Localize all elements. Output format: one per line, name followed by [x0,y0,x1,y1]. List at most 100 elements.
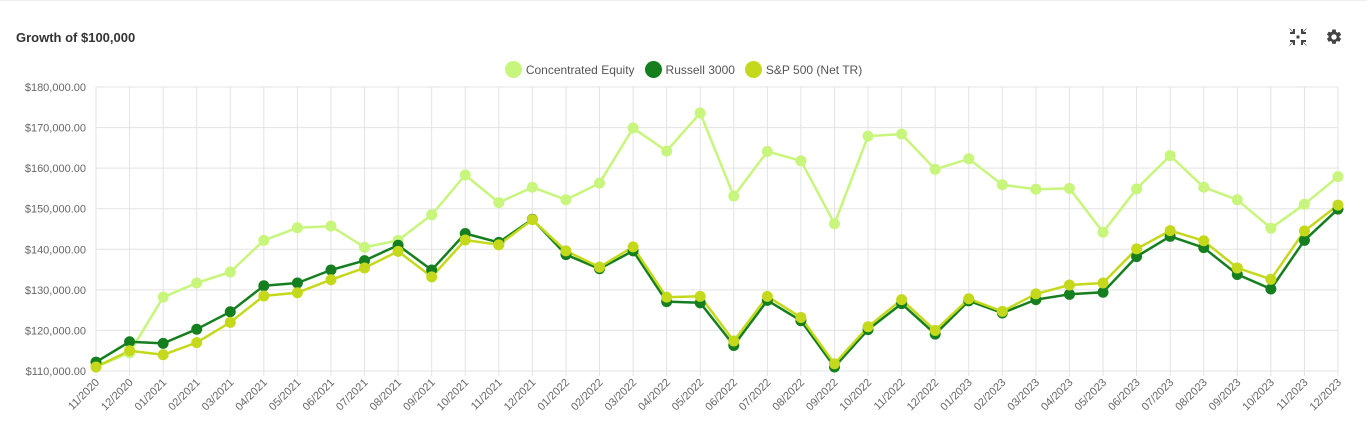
data-point[interactable] [594,177,606,189]
legend-swatch [504,61,522,78]
data-point[interactable] [1298,234,1310,246]
data-point[interactable] [258,280,270,292]
data-point[interactable] [224,266,236,278]
data-point[interactable] [627,241,639,253]
data-point[interactable] [828,218,840,230]
data-point[interactable] [795,311,807,323]
data-point[interactable] [661,291,673,303]
legend-item-sp500[interactable]: S&P 500 (Net TR) [744,61,862,78]
data-point[interactable] [1030,288,1042,300]
data-point[interactable] [493,239,505,251]
data-point[interactable] [996,305,1008,317]
data-point[interactable] [291,222,303,234]
data-point[interactable] [124,336,136,348]
data-point[interactable] [191,337,203,349]
data-point[interactable] [191,277,203,289]
data-point[interactable] [1164,150,1176,162]
x-tick-label: 12/2022 [905,377,942,414]
data-point[interactable] [761,290,773,302]
data-point[interactable] [426,209,438,221]
x-tick-label: 09/2021 [401,377,438,414]
data-point[interactable] [426,271,438,283]
data-point[interactable] [1332,199,1344,211]
data-point[interactable] [896,294,908,306]
data-point[interactable] [996,179,1008,191]
gear-icon[interactable] [1325,28,1343,46]
data-point[interactable] [1131,251,1143,263]
data-point[interactable] [1131,243,1143,255]
legend-item-russell-3000[interactable]: Russell 3000 [644,61,735,78]
data-point[interactable] [124,345,136,357]
data-point[interactable] [1265,222,1277,234]
data-point[interactable] [1097,286,1109,298]
data-point[interactable] [795,155,807,167]
data-point[interactable] [1231,194,1243,206]
data-point[interactable] [493,197,505,209]
data-point[interactable] [157,349,169,361]
data-point[interactable] [1063,279,1075,291]
data-point[interactable] [526,214,538,226]
data-point[interactable] [627,122,639,134]
data-point[interactable] [1097,226,1109,238]
data-point[interactable] [1231,262,1243,274]
data-point[interactable] [1097,277,1109,289]
data-point[interactable] [1198,181,1210,193]
data-point[interactable] [325,220,337,232]
x-tick-label: 07/2021 [334,377,371,414]
x-tick-label: 07/2022 [737,377,774,414]
data-point[interactable] [661,145,673,157]
data-point[interactable] [325,264,337,276]
data-point[interactable] [325,274,337,286]
data-point[interactable] [594,261,606,273]
data-point[interactable] [291,277,303,289]
data-point[interactable] [963,293,975,305]
data-point[interactable] [1298,198,1310,210]
data-point[interactable] [191,323,203,335]
chart-title: Growth of $100,000 [16,30,136,45]
data-point[interactable] [929,163,941,175]
collapse-icon[interactable] [1289,28,1307,46]
data-point[interactable] [224,306,236,318]
data-point[interactable] [1265,283,1277,295]
data-point[interactable] [728,335,740,347]
data-point[interactable] [862,321,874,333]
data-point[interactable] [392,245,404,257]
data-point[interactable] [1063,182,1075,194]
data-point[interactable] [224,316,236,328]
data-point[interactable] [258,234,270,246]
data-point[interactable] [258,290,270,302]
x-tick-label: 02/2021 [166,377,203,414]
data-point[interactable] [929,324,941,336]
data-point[interactable] [459,234,471,246]
data-point[interactable] [728,190,740,202]
data-point[interactable] [828,358,840,370]
data-point[interactable] [1198,235,1210,247]
data-point[interactable] [963,153,975,165]
data-point[interactable] [1030,183,1042,195]
data-point[interactable] [560,245,572,257]
legend-item-concentrated-equity[interactable]: Concentrated Equity [504,61,635,78]
data-point[interactable] [1131,183,1143,195]
data-point[interactable] [359,241,371,253]
data-point[interactable] [90,361,102,373]
data-point[interactable] [560,194,572,206]
data-point[interactable] [1265,273,1277,285]
x-tick-label: 12/2023 [1308,377,1345,414]
data-point[interactable] [694,107,706,119]
data-point[interactable] [359,262,371,274]
data-point[interactable] [526,181,538,193]
data-point[interactable] [1164,225,1176,237]
data-point[interactable] [157,291,169,303]
data-point[interactable] [1298,225,1310,237]
data-point[interactable] [862,130,874,142]
data-point[interactable] [291,287,303,299]
data-point[interactable] [459,169,471,181]
data-point[interactable] [896,128,908,140]
data-point[interactable] [157,337,169,349]
data-point[interactable] [1332,171,1344,183]
data-point[interactable] [1063,288,1075,300]
data-point[interactable] [761,146,773,158]
data-point[interactable] [694,290,706,302]
